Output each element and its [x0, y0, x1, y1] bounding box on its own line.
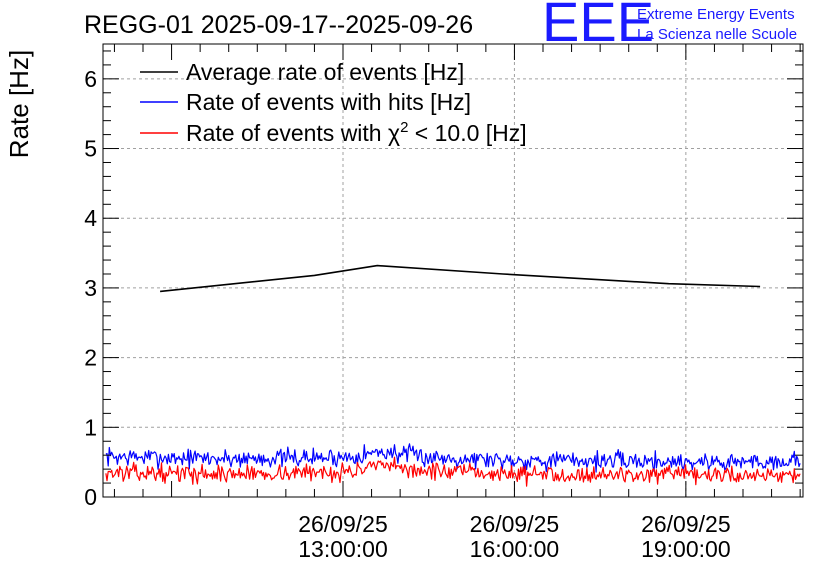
x-tick-label-time: 19:00:00: [641, 536, 731, 562]
series-line: [105, 456, 801, 487]
y-tick-label: 5: [84, 136, 97, 162]
x-tick-label-date: 26/09/25: [641, 511, 731, 537]
series-line: [105, 443, 801, 473]
x-tick-label-date: 26/09/25: [470, 511, 560, 537]
y-tick-label: 2: [84, 345, 97, 371]
legend-label: Rate of events with χ2 < 10.0 [Hz]: [186, 119, 527, 146]
legend: Average rate of events [Hz] Rate of event…: [140, 59, 527, 146]
y-tick-label: 1: [84, 414, 97, 440]
logo-line1: Extreme Energy Events: [637, 6, 795, 23]
grid: [103, 44, 803, 497]
logo-line2: La Scienza nelle Scuole: [637, 26, 797, 43]
x-tick-label-date: 26/09/25: [298, 511, 388, 537]
eee-logo: EEE Extreme Energy Events La Scienza nel…: [542, 0, 797, 53]
plot-frame: [102, 43, 804, 498]
y-tick-label: 6: [84, 66, 97, 92]
x-tick-label-time: 16:00:00: [470, 536, 560, 562]
x-tick-label-time: 13:00:00: [298, 536, 388, 562]
y-axis-label: Rate [Hz]: [4, 50, 34, 158]
tick-labels: 012345626/09/2513:00:0026/09/2516:00:002…: [84, 66, 730, 562]
axis-ticks: [103, 44, 803, 498]
series-layer: [105, 264, 801, 487]
y-tick-label: 0: [84, 484, 97, 510]
legend-label: Average rate of events [Hz]: [186, 59, 464, 85]
y-tick-label: 3: [84, 275, 97, 301]
y-tick-label: 4: [84, 205, 97, 231]
chart-title: REGG-01 2025-09-17--2025-09-26: [84, 11, 473, 39]
legend-label: Rate of events with hits [Hz]: [186, 89, 471, 115]
series-line: [160, 264, 761, 293]
